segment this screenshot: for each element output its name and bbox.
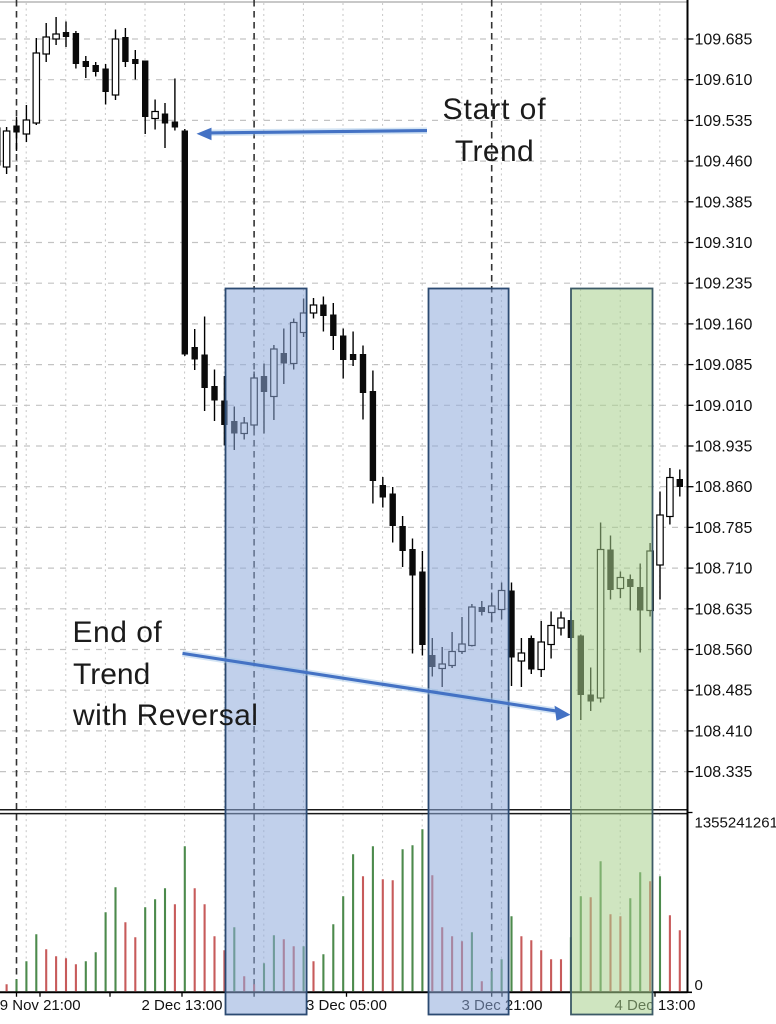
svg-text:109.160: 109.160 [695, 316, 753, 333]
svg-text:108.335: 108.335 [695, 764, 753, 781]
svg-text:108.485: 108.485 [695, 683, 753, 700]
svg-text:End of: End of [73, 616, 163, 649]
svg-text:Trend: Trend [455, 135, 534, 168]
svg-text:109.460: 109.460 [695, 154, 753, 171]
svg-text:0: 0 [695, 977, 703, 994]
svg-text:109.685: 109.685 [695, 32, 753, 49]
svg-text:109.535: 109.535 [695, 113, 753, 130]
svg-text:109.085: 109.085 [695, 357, 753, 374]
svg-text:29 Nov 21:00: 29 Nov 21:00 [0, 997, 81, 1014]
svg-text:109.310: 109.310 [695, 235, 753, 252]
svg-text:Trend: Trend [73, 658, 150, 691]
svg-text:108.860: 108.860 [695, 479, 753, 496]
svg-text:108.560: 108.560 [695, 642, 753, 659]
svg-text:Start of: Start of [443, 93, 547, 126]
svg-text:109.385: 109.385 [695, 194, 753, 211]
svg-text:108.710: 108.710 [695, 561, 753, 578]
svg-text:109.235: 109.235 [695, 276, 753, 293]
svg-text:1355241261: 1355241261 [695, 815, 776, 832]
svg-text:108.410: 108.410 [695, 723, 753, 740]
svg-text:109.010: 109.010 [695, 398, 753, 415]
svg-text:3 Dec 05:00: 3 Dec 05:00 [306, 997, 387, 1014]
svg-text:2 Dec 13:00: 2 Dec 13:00 [142, 997, 223, 1014]
svg-text:with Reversal: with Reversal [72, 699, 258, 732]
svg-text:109.610: 109.610 [695, 72, 753, 89]
svg-text:108.635: 108.635 [695, 601, 753, 618]
svg-text:108.785: 108.785 [695, 520, 753, 537]
svg-text:108.935: 108.935 [695, 439, 753, 456]
